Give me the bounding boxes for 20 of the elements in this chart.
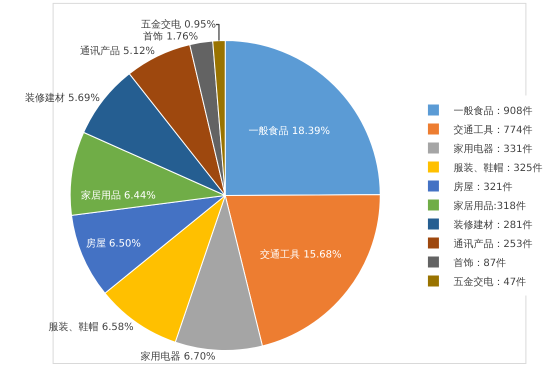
data-label: 装修建材 5.69% [24,92,100,104]
legend-label: 装修建材：281件 [453,218,533,231]
legend-label: 五金交电：47件 [453,276,526,288]
data-label: 房屋 6.50% [86,238,141,250]
data-label: 交通工具 15.68% [260,248,342,260]
data-label: 五金交电 0.95% [141,18,216,30]
legend-label: 首饰：87件 [453,256,506,269]
data-label: 服装、鞋帽 6.58% [48,320,134,333]
data-label: 一般食品 18.39% [248,125,330,138]
legend-label: 服装、鞋帽：325件 [453,162,543,174]
data-label: 家居用品 6.44% [80,190,156,202]
data-label: 通讯产品 5.12% [80,44,155,57]
data-label: 家用电器 6.70% [140,350,216,362]
legend-label: 一般食品：908件 [453,104,533,117]
data-label: 首饰 1.76% [143,30,198,42]
legend-label: 通讯产品：253件 [453,238,533,250]
legend-label: 家用电器：331件 [453,142,533,155]
legend-label: 房屋：321件 [453,180,513,193]
legend-label: 家居用品:318件 [453,200,526,212]
legend-label: 交通工具：774件 [453,124,533,136]
